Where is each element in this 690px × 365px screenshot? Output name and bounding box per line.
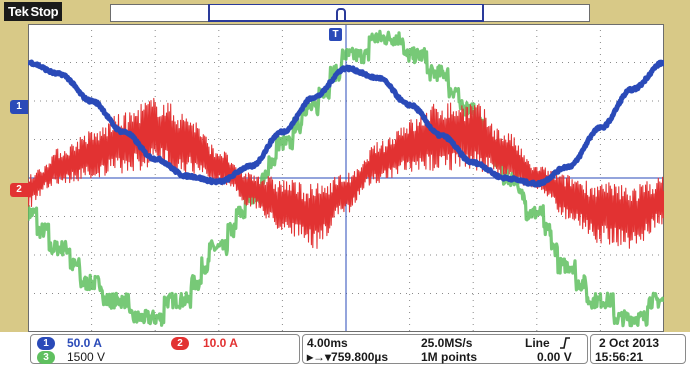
bottom-readout-bar: 1 50.0 A 2 10.0 A 3 1500 V 4.00ms 25.0MS… (0, 332, 690, 365)
brand-logo: Tek (8, 4, 29, 19)
top-status-bar: Tek Stop (0, 0, 690, 24)
ch2-scale: 10.0 A (203, 336, 238, 350)
horizontal-scale: 4.00ms (307, 336, 348, 350)
timeline-trigger-marker-icon (336, 8, 346, 22)
timeline-view-window[interactable] (208, 4, 484, 22)
series-3-trace (28, 29, 664, 328)
rising-edge-icon (560, 337, 570, 349)
trigger-level: 0.00 V (537, 350, 572, 364)
right-frame (664, 24, 690, 332)
ch1-ground-marker[interactable]: 1 (10, 100, 28, 114)
ch1-badge: 1 (37, 337, 55, 350)
datetime-panel: 2 Oct 2013 15:56:21 (590, 334, 686, 364)
ch1-scale: 50.0 A (67, 336, 102, 350)
ch2-ground-marker[interactable]: 2 (10, 183, 28, 197)
channel-readout-panel[interactable]: 1 50.0 A 2 10.0 A 3 1500 V (30, 334, 300, 364)
traces (28, 29, 664, 328)
horizontal-delay: ▸→▾759.800µs (307, 350, 389, 364)
brand-status: Tek Stop (4, 2, 63, 21)
ch3-scale: 1500 V (67, 350, 106, 364)
record-length: 1M points (421, 350, 477, 364)
acquisition-status: Stop (30, 4, 59, 19)
date: 2 Oct 2013 (599, 336, 660, 350)
ch3-badge: 3 (37, 351, 55, 364)
series-1-trace (28, 59, 664, 188)
sample-rate: 25.0MS/s (421, 336, 473, 350)
waveform-display[interactable] (28, 24, 664, 332)
time: 15:56:21 (595, 350, 644, 364)
waveform-plot (28, 24, 664, 332)
trigger-position-marker[interactable]: T (329, 28, 342, 41)
left-frame (0, 24, 28, 332)
series-2-trace (28, 97, 664, 249)
ch2-badge: 2 (171, 337, 189, 350)
graticule-border (28, 24, 664, 332)
graticule (28, 24, 664, 332)
trigger-source: Line (525, 336, 550, 350)
timebase-readout-panel[interactable]: 4.00ms 25.0MS/s Line ▸→▾759.800µs 1M poi… (302, 334, 588, 364)
